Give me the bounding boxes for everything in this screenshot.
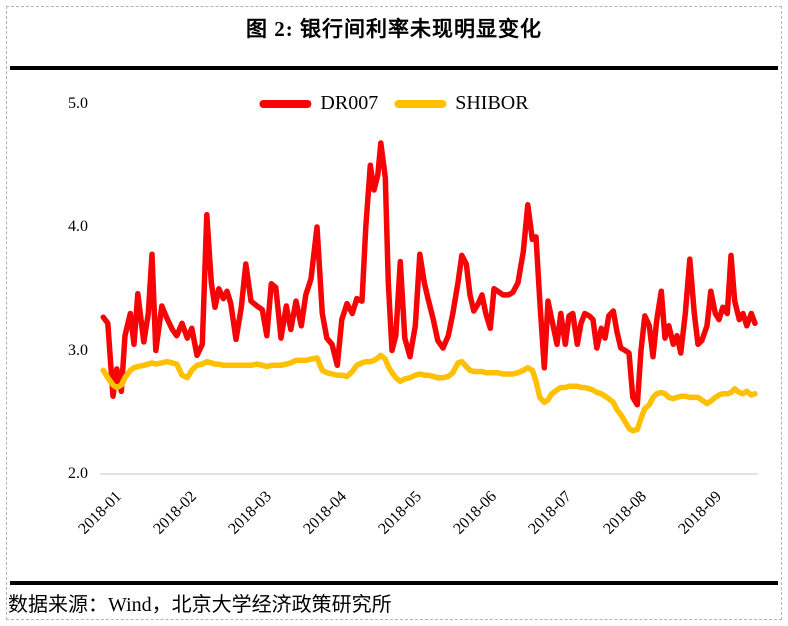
chart-canvas bbox=[100, 140, 758, 475]
chart-area: 5.0 4.0 3.0 2.0 2018-01 2018-02 2018-03 2018-0… bbox=[0, 84, 788, 576]
shibor-legend-swatch bbox=[394, 99, 447, 108]
figure-title: 图 2: 银行间利率未现明显变化 bbox=[246, 17, 542, 41]
y-tick-label: 3.0 bbox=[68, 341, 88, 359]
y-tick-label: 5.0 bbox=[68, 94, 88, 112]
shibor-legend-label: SHIBOR bbox=[455, 92, 529, 114]
dr007-line bbox=[100, 140, 758, 408]
dr007-legend-label: DR007 bbox=[320, 92, 379, 114]
figure-source: 数据来源：Wind，北京大学经济政策研究所 bbox=[8, 594, 392, 616]
legend-item-dr007: DR007 bbox=[259, 92, 378, 115]
y-tick-label: 4.0 bbox=[68, 218, 88, 235]
y-tick-label: 2.0 bbox=[68, 465, 88, 482]
dr007-legend-swatch bbox=[259, 99, 312, 108]
source-divider bbox=[10, 581, 778, 585]
shibor-line bbox=[100, 352, 758, 434]
legend-item-shibor: SHIBOR bbox=[394, 92, 529, 115]
legend: DR007 SHIBOR bbox=[259, 92, 529, 115]
title-divider bbox=[10, 66, 778, 70]
